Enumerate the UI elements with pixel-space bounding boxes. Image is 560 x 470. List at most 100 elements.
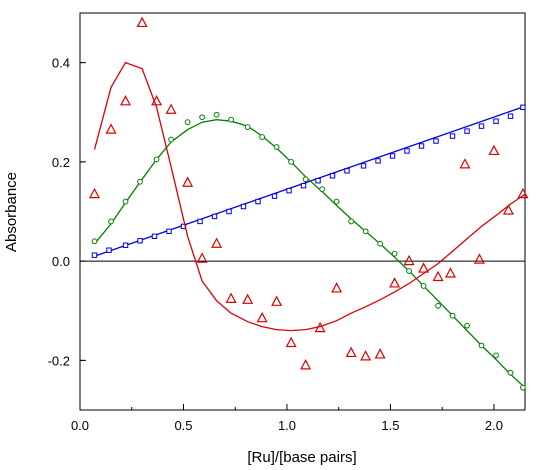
data-point-square — [315, 178, 321, 184]
x-axis-title: [Ru]/[base pairs] — [247, 449, 356, 466]
data-point-circle — [464, 322, 470, 329]
data-point-circle — [319, 186, 326, 193]
data-point-triangle — [459, 158, 471, 169]
data-point-square — [197, 218, 203, 225]
data-point-circle — [449, 312, 456, 319]
y-tick-label: 0.0 — [52, 254, 70, 269]
data-point-triangle — [242, 293, 254, 304]
data-point-triangle — [211, 237, 223, 248]
data-point-circle — [288, 158, 295, 165]
data-point-triangle — [182, 176, 194, 187]
data-point-circle — [228, 116, 234, 123]
y-axis-title: Absorbance — [3, 172, 20, 252]
series-square — [91, 104, 526, 258]
x-tick-label: 1.0 — [278, 418, 296, 433]
data-point-square — [449, 133, 456, 139]
data-point-circle — [302, 176, 309, 183]
data-point-square — [271, 193, 278, 199]
data-point-square — [106, 247, 112, 253]
data-point-triangle — [389, 277, 401, 288]
data-point-square — [300, 182, 307, 189]
data-point-circle — [108, 218, 114, 225]
data-point-square — [91, 252, 98, 258]
data-point-triangle — [165, 103, 177, 114]
y-tick-label: 0.4 — [52, 56, 70, 71]
data-point-triangle — [502, 204, 514, 215]
plot-frame — [79, 12, 526, 411]
data-point-circle — [184, 119, 191, 126]
data-point-square — [360, 163, 367, 169]
data-point-triangle — [374, 348, 386, 359]
data-point-circle — [122, 198, 129, 205]
data-point-triangle — [151, 95, 163, 106]
data-point-triangle — [488, 144, 500, 156]
data-point-triangle — [285, 336, 297, 348]
data-point-triangle — [473, 253, 485, 264]
data-point-square — [255, 198, 261, 205]
data-point-square — [122, 242, 129, 248]
data-point-circle — [377, 240, 384, 247]
data-point-circle — [137, 178, 143, 185]
data-point-circle — [348, 218, 355, 225]
data-point-square — [433, 138, 439, 144]
data-point-triangle — [418, 262, 430, 273]
data-point-square — [375, 158, 381, 164]
fit-line — [93, 61, 526, 332]
data-point-circle — [273, 144, 280, 150]
data-point-circle — [244, 124, 251, 131]
data-point-triangle — [444, 267, 456, 278]
data-point-triangle — [345, 346, 357, 358]
data-point-square — [493, 118, 499, 124]
data-point-square — [520, 104, 526, 110]
data-point-circle — [391, 250, 398, 257]
data-point-square — [240, 203, 247, 210]
data-point-triangle — [314, 321, 326, 333]
series-circle — [91, 111, 526, 391]
data-point-triangle — [360, 350, 372, 361]
data-point-circle — [507, 369, 514, 376]
y-axis-ticks: -0.2 0.0 0.2 0.4 — [48, 56, 86, 368]
data-point-circle — [520, 384, 526, 391]
data-point-square — [151, 233, 158, 240]
data-point-circle — [153, 156, 160, 163]
x-tick-label: 1.5 — [381, 418, 399, 433]
series-layer — [88, 16, 529, 391]
data-point-square — [389, 153, 396, 159]
data-point-circle — [168, 136, 174, 143]
data-point-square — [404, 148, 410, 154]
data-point-circle — [333, 198, 340, 205]
x-tick-label: 2.0 — [485, 418, 503, 433]
data-point-triangle — [331, 282, 343, 293]
data-point-circle — [493, 352, 499, 359]
data-point-square — [329, 173, 336, 179]
data-point-square — [226, 208, 232, 215]
data-point-circle — [91, 238, 98, 245]
data-point-square — [344, 168, 350, 174]
data-point-triangle — [256, 311, 268, 323]
data-point-triangle — [271, 295, 283, 306]
data-point-circle — [420, 283, 427, 289]
data-point-triangle — [225, 292, 237, 303]
data-point-circle — [213, 111, 220, 118]
x-tick-label: 0.0 — [71, 418, 89, 433]
data-point-triangle — [136, 16, 148, 28]
data-point-triangle — [432, 270, 444, 282]
data-point-square — [166, 228, 172, 235]
fit-line — [93, 119, 526, 389]
data-point-triangle — [403, 254, 415, 266]
data-point-triangle — [88, 187, 100, 199]
data-point-square — [507, 113, 514, 119]
series-triangle — [88, 16, 529, 370]
data-point-circle — [259, 134, 266, 140]
data-point-triangle — [105, 123, 117, 134]
data-point-square — [464, 128, 470, 134]
data-point-circle — [435, 302, 441, 309]
data-point-circle — [478, 342, 485, 349]
data-point-triangle — [120, 95, 132, 106]
y-tick-label: 0.2 — [52, 155, 70, 170]
data-point-circle — [406, 268, 412, 274]
data-point-square — [211, 213, 218, 220]
data-point-square — [286, 187, 292, 194]
data-point-triangle — [300, 359, 312, 370]
